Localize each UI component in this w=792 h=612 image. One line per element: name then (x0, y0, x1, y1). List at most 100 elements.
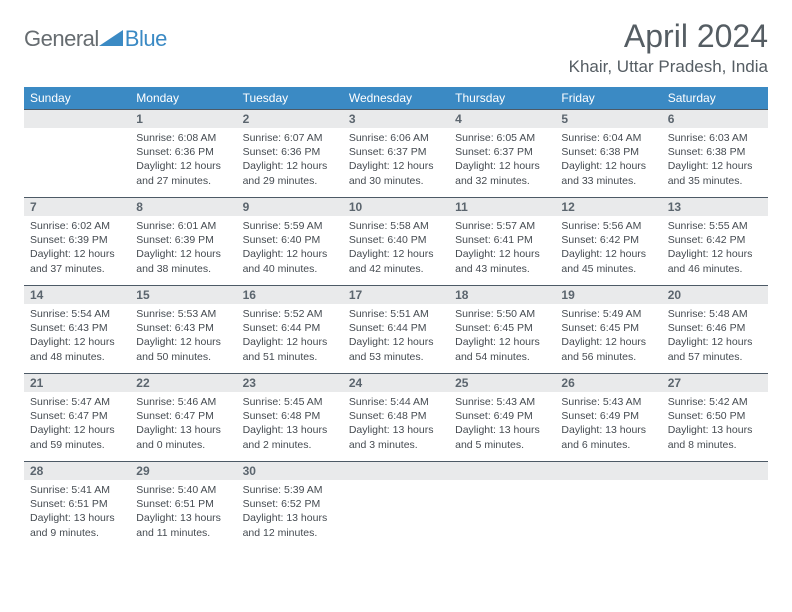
day-number: 16 (237, 285, 343, 304)
day-number: 6 (662, 109, 768, 128)
calendar-cell: 9Sunrise: 5:59 AMSunset: 6:40 PMDaylight… (237, 197, 343, 285)
day-number: 20 (662, 285, 768, 304)
sunrise-text: Sunrise: 5:42 AM (668, 395, 762, 409)
day-number: 10 (343, 197, 449, 216)
day-number: 30 (237, 461, 343, 480)
day-details (343, 480, 449, 489)
sunset-text: Sunset: 6:51 PM (30, 497, 124, 511)
calendar-cell: 14Sunrise: 5:54 AMSunset: 6:43 PMDayligh… (24, 285, 130, 373)
calendar-cell: 4Sunrise: 6:05 AMSunset: 6:37 PMDaylight… (449, 109, 555, 197)
day-number: 23 (237, 373, 343, 392)
weekday-header: Sunday (24, 87, 130, 109)
sunrise-text: Sunrise: 5:56 AM (561, 219, 655, 233)
day-number: 29 (130, 461, 236, 480)
sunrise-text: Sunrise: 6:07 AM (243, 131, 337, 145)
weekday-header: Tuesday (237, 87, 343, 109)
sunrise-text: Sunrise: 5:47 AM (30, 395, 124, 409)
calendar-cell: 20Sunrise: 5:48 AMSunset: 6:46 PMDayligh… (662, 285, 768, 373)
weekday-header: Thursday (449, 87, 555, 109)
day-details: Sunrise: 6:02 AMSunset: 6:39 PMDaylight:… (24, 216, 130, 282)
weekday-header: Saturday (662, 87, 768, 109)
calendar-week-row: .1Sunrise: 6:08 AMSunset: 6:36 PMDayligh… (24, 109, 768, 197)
calendar-cell: 29Sunrise: 5:40 AMSunset: 6:51 PMDayligh… (130, 461, 236, 549)
page-header: General Blue April 2024 Khair, Uttar Pra… (24, 18, 768, 77)
calendar-cell: . (662, 461, 768, 549)
daylight-text: Daylight: 13 hours and 6 minutes. (561, 423, 655, 451)
sunset-text: Sunset: 6:43 PM (30, 321, 124, 335)
calendar-cell: 16Sunrise: 5:52 AMSunset: 6:44 PMDayligh… (237, 285, 343, 373)
sunrise-text: Sunrise: 5:53 AM (136, 307, 230, 321)
daylight-text: Daylight: 12 hours and 42 minutes. (349, 247, 443, 275)
day-number: 25 (449, 373, 555, 392)
calendar-week-row: 28Sunrise: 5:41 AMSunset: 6:51 PMDayligh… (24, 461, 768, 549)
sunrise-text: Sunrise: 5:50 AM (455, 307, 549, 321)
daylight-text: Daylight: 13 hours and 9 minutes. (30, 511, 124, 539)
title-block: April 2024 Khair, Uttar Pradesh, India (569, 18, 768, 77)
calendar-cell: 5Sunrise: 6:04 AMSunset: 6:38 PMDaylight… (555, 109, 661, 197)
day-details: Sunrise: 5:41 AMSunset: 6:51 PMDaylight:… (24, 480, 130, 546)
day-number: 24 (343, 373, 449, 392)
calendar-week-row: 7Sunrise: 6:02 AMSunset: 6:39 PMDaylight… (24, 197, 768, 285)
calendar-cell: 22Sunrise: 5:46 AMSunset: 6:47 PMDayligh… (130, 373, 236, 461)
calendar-cell: 1Sunrise: 6:08 AMSunset: 6:36 PMDaylight… (130, 109, 236, 197)
sunset-text: Sunset: 6:36 PM (243, 145, 337, 159)
sunrise-text: Sunrise: 5:45 AM (243, 395, 337, 409)
day-details: Sunrise: 5:58 AMSunset: 6:40 PMDaylight:… (343, 216, 449, 282)
sunset-text: Sunset: 6:47 PM (30, 409, 124, 423)
sunset-text: Sunset: 6:36 PM (136, 145, 230, 159)
day-number: 17 (343, 285, 449, 304)
day-number: 15 (130, 285, 236, 304)
day-details: Sunrise: 5:54 AMSunset: 6:43 PMDaylight:… (24, 304, 130, 370)
location-label: Khair, Uttar Pradesh, India (569, 57, 768, 77)
calendar-cell: . (555, 461, 661, 549)
day-details: Sunrise: 5:43 AMSunset: 6:49 PMDaylight:… (555, 392, 661, 458)
daylight-text: Daylight: 13 hours and 2 minutes. (243, 423, 337, 451)
day-details: Sunrise: 6:06 AMSunset: 6:37 PMDaylight:… (343, 128, 449, 194)
day-details: Sunrise: 6:07 AMSunset: 6:36 PMDaylight:… (237, 128, 343, 194)
day-number: 3 (343, 109, 449, 128)
day-details: Sunrise: 5:40 AMSunset: 6:51 PMDaylight:… (130, 480, 236, 546)
sunrise-text: Sunrise: 6:08 AM (136, 131, 230, 145)
sunset-text: Sunset: 6:40 PM (349, 233, 443, 247)
sunset-text: Sunset: 6:51 PM (136, 497, 230, 511)
day-number: . (24, 109, 130, 128)
calendar-cell: 19Sunrise: 5:49 AMSunset: 6:45 PMDayligh… (555, 285, 661, 373)
calendar-cell: 8Sunrise: 6:01 AMSunset: 6:39 PMDaylight… (130, 197, 236, 285)
day-details: Sunrise: 5:52 AMSunset: 6:44 PMDaylight:… (237, 304, 343, 370)
daylight-text: Daylight: 13 hours and 8 minutes. (668, 423, 762, 451)
sunrise-text: Sunrise: 5:55 AM (668, 219, 762, 233)
calendar-cell: 24Sunrise: 5:44 AMSunset: 6:48 PMDayligh… (343, 373, 449, 461)
month-title: April 2024 (569, 18, 768, 55)
day-details: Sunrise: 6:05 AMSunset: 6:37 PMDaylight:… (449, 128, 555, 194)
day-details: Sunrise: 5:42 AMSunset: 6:50 PMDaylight:… (662, 392, 768, 458)
day-number: . (555, 461, 661, 480)
daylight-text: Daylight: 12 hours and 53 minutes. (349, 335, 443, 363)
sunrise-text: Sunrise: 5:54 AM (30, 307, 124, 321)
daylight-text: Daylight: 12 hours and 59 minutes. (30, 423, 124, 451)
day-details: Sunrise: 5:39 AMSunset: 6:52 PMDaylight:… (237, 480, 343, 546)
sunrise-text: Sunrise: 5:41 AM (30, 483, 124, 497)
sunset-text: Sunset: 6:50 PM (668, 409, 762, 423)
calendar-week-row: 21Sunrise: 5:47 AMSunset: 6:47 PMDayligh… (24, 373, 768, 461)
logo-text-general: General (24, 26, 99, 52)
sunset-text: Sunset: 6:45 PM (561, 321, 655, 335)
sunset-text: Sunset: 6:40 PM (243, 233, 337, 247)
weekday-header: Friday (555, 87, 661, 109)
daylight-text: Daylight: 12 hours and 54 minutes. (455, 335, 549, 363)
day-number: 4 (449, 109, 555, 128)
day-number: 11 (449, 197, 555, 216)
logo-text-blue: Blue (125, 26, 167, 52)
calendar-cell: 13Sunrise: 5:55 AMSunset: 6:42 PMDayligh… (662, 197, 768, 285)
calendar-cell: 18Sunrise: 5:50 AMSunset: 6:45 PMDayligh… (449, 285, 555, 373)
sunrise-text: Sunrise: 5:57 AM (455, 219, 549, 233)
calendar-weekday-header: SundayMondayTuesdayWednesdayThursdayFrid… (24, 87, 768, 109)
sunset-text: Sunset: 6:48 PM (243, 409, 337, 423)
daylight-text: Daylight: 12 hours and 40 minutes. (243, 247, 337, 275)
daylight-text: Daylight: 12 hours and 29 minutes. (243, 159, 337, 187)
sunset-text: Sunset: 6:38 PM (561, 145, 655, 159)
daylight-text: Daylight: 12 hours and 37 minutes. (30, 247, 124, 275)
day-details: Sunrise: 5:50 AMSunset: 6:45 PMDaylight:… (449, 304, 555, 370)
day-details (24, 128, 130, 137)
sunrise-text: Sunrise: 6:03 AM (668, 131, 762, 145)
sunset-text: Sunset: 6:42 PM (668, 233, 762, 247)
